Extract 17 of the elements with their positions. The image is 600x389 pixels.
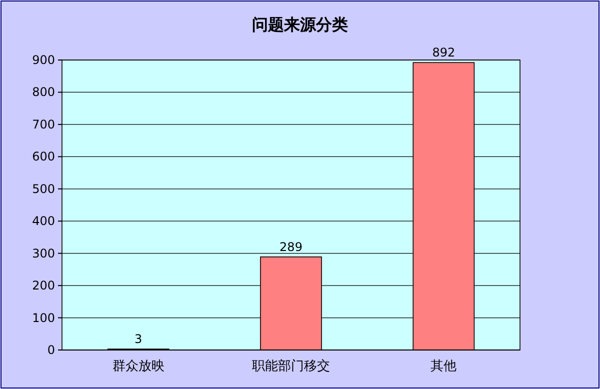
y-tick-label: 800 <box>32 85 55 100</box>
x-tick-label: 其他 <box>430 359 457 374</box>
y-tick-label: 100 <box>32 310 55 325</box>
data-label: 3 <box>134 332 142 346</box>
y-tick-label: 200 <box>32 278 55 293</box>
x-tick-label: 群众放映 <box>112 359 164 374</box>
y-tick-label: 600 <box>32 150 55 164</box>
x-tick-label: 职能部门移交 <box>252 358 330 374</box>
y-tick-label: 0 <box>47 343 55 357</box>
data-label: 289 <box>280 240 302 254</box>
chart-title: 问题来源分类 <box>252 15 348 34</box>
y-tick-label: 500 <box>32 182 55 196</box>
data-label: 892 <box>432 46 456 60</box>
y-tick-label: 900 <box>32 53 55 67</box>
y-tick-label: 300 <box>32 246 55 260</box>
y-tick-label: 400 <box>32 214 55 228</box>
y-tick-label: 700 <box>32 117 55 132</box>
